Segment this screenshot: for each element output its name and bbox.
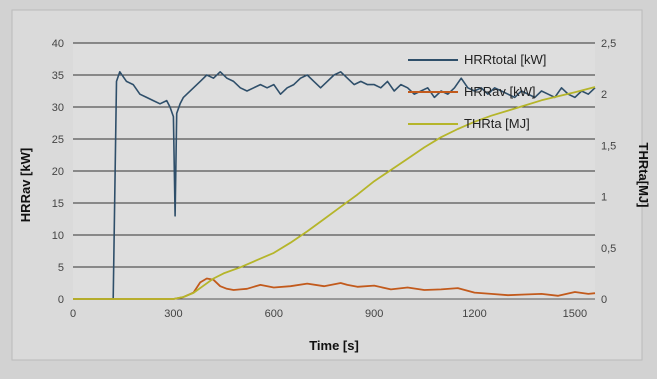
right-axis-ticks: 0 0,5 1 1,5 2 2,5 [601, 38, 616, 306]
legend-label-hrrtotal: HRRtotal [kW] [464, 52, 546, 67]
x-axis-label: Time [s] [309, 338, 359, 353]
x-tick-label: 0 [70, 308, 76, 320]
x-tick-label: 1500 [563, 308, 587, 320]
right-tick-label: 1,5 [601, 140, 616, 152]
left-tick-label: 5 [58, 262, 64, 274]
series-line-2 [73, 86, 596, 300]
right-tick-label: 2,5 [601, 38, 616, 50]
left-tick-label: 10 [52, 230, 64, 242]
left-tick-label: 15 [52, 198, 64, 210]
series-line-0 [73, 71, 596, 300]
right-tick-label: 2 [601, 89, 607, 101]
left-axis-ticks: 0 5 10 15 20 25 30 35 40 [52, 38, 64, 306]
series-lines [73, 71, 596, 300]
legend-label-hrrav: HRRav [kW] [464, 84, 536, 99]
left-tick-label: 20 [52, 166, 64, 178]
left-tick-label: 40 [52, 38, 64, 50]
x-tick-label: 1200 [462, 308, 486, 320]
right-tick-label: 1 [601, 192, 607, 204]
x-tick-label: 900 [365, 308, 383, 320]
left-tick-label: 30 [52, 102, 64, 114]
right-tick-label: 0,5 [601, 243, 616, 255]
legend: HRRtotal [kW] HRRav [kW] THRta [MJ] [408, 52, 546, 131]
x-axis-ticks: 0 300 600 900 1200 1500 [70, 308, 587, 320]
right-tick-label: 0 [601, 294, 607, 306]
legend-label-thrta: THRta [MJ] [464, 116, 530, 131]
left-tick-label: 25 [52, 134, 64, 146]
x-tick-label: 600 [265, 308, 283, 320]
left-axis-label: HRRav [kW] [18, 148, 33, 222]
left-tick-label: 35 [52, 70, 64, 82]
gridlines [73, 42, 595, 268]
right-axis-label: THRta[MJ] [636, 143, 651, 208]
x-tick-label: 300 [164, 308, 182, 320]
left-tick-label: 0 [58, 294, 64, 306]
